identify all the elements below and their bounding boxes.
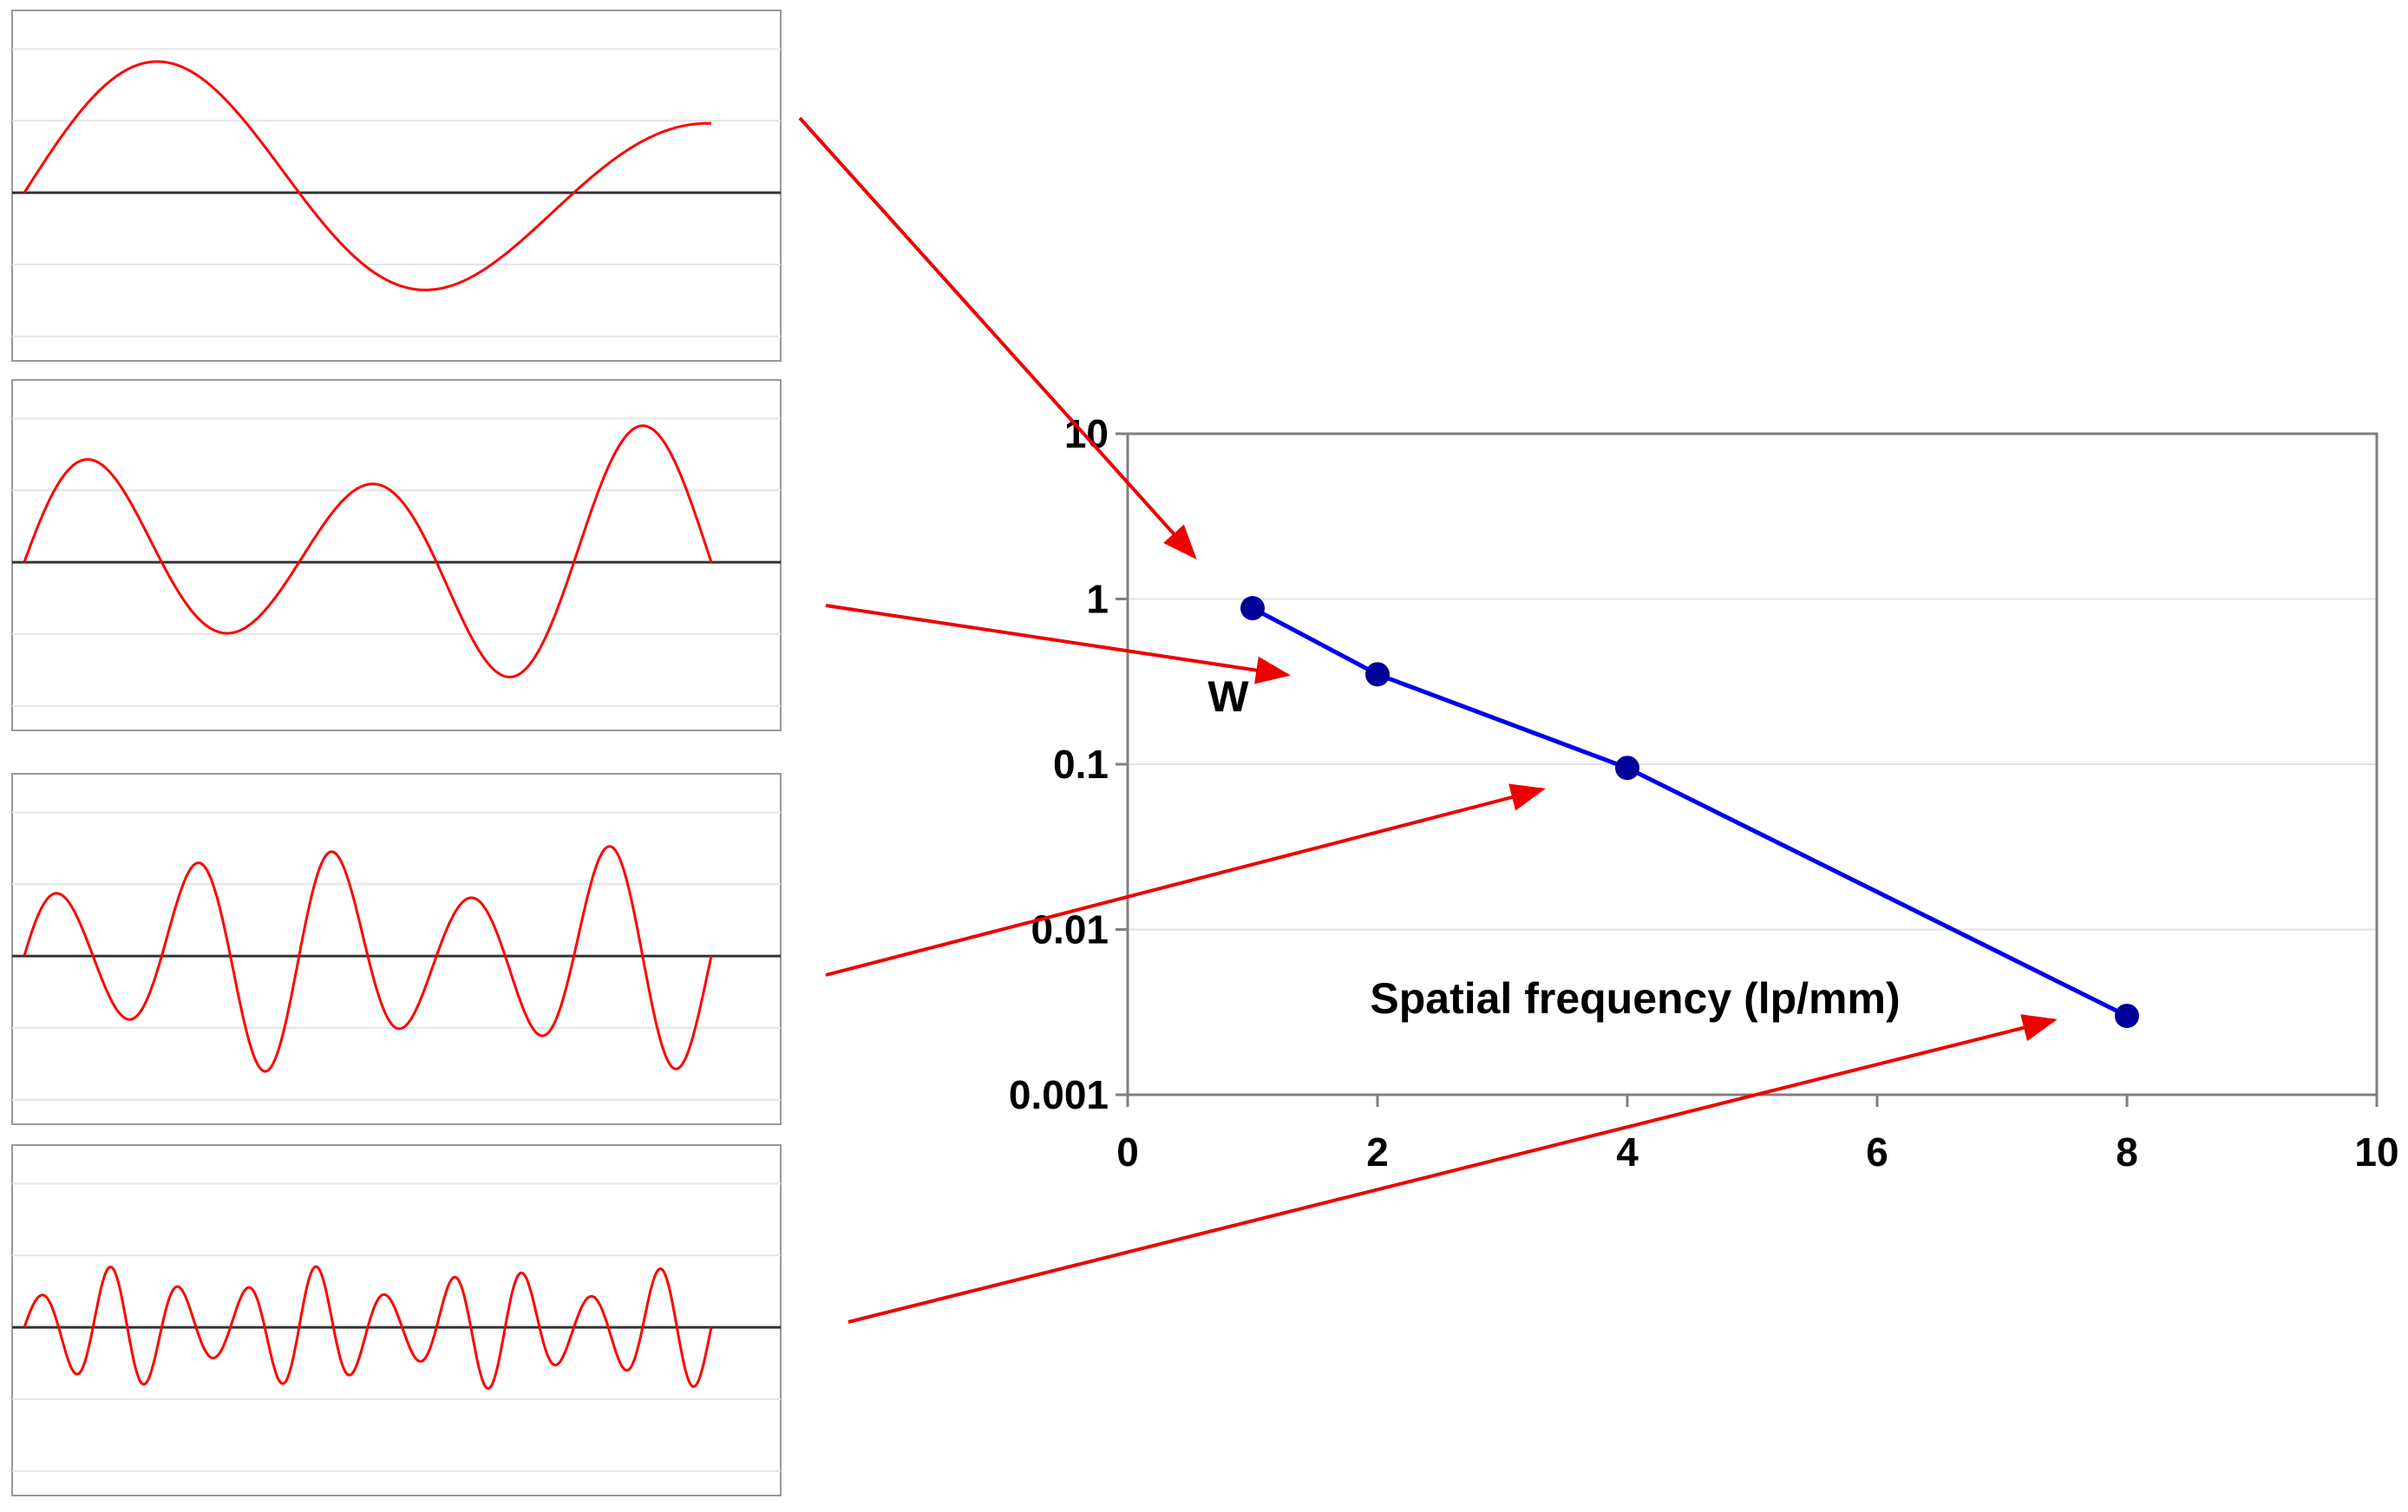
connector-arrow (825, 604, 1291, 684)
annotation-w: W (1207, 672, 1249, 721)
connector-arrow (798, 116, 1197, 560)
x-tick-label: 10 (2354, 1129, 2398, 1175)
waveform-trace (23, 845, 713, 1073)
series-line (1251, 605, 2129, 1018)
waveform-trace (23, 60, 711, 291)
waveform-trace (23, 424, 713, 678)
x-tick-label: 6 (1866, 1129, 1888, 1175)
x-axis-label: Spatial frequency (lp/mm) (1370, 974, 1900, 1023)
connector-arrow (825, 783, 1546, 977)
x-tick-label: 4 (1616, 1129, 1639, 1175)
panel-frame (11, 773, 782, 1125)
waveform-panel (11, 1144, 782, 1496)
waveform-panel (11, 379, 782, 731)
x-axis-ticks: 0 2 4 6 8 10 (1116, 1095, 2399, 1175)
x-tick-label: 0 (1116, 1129, 1139, 1175)
waveform-panel (11, 773, 782, 1125)
data-point (1615, 756, 1639, 781)
series-points (1240, 596, 2139, 1029)
x-tick-label: 8 (2116, 1129, 2138, 1175)
waveform-trace (23, 1265, 713, 1391)
chart-gridlines (1128, 598, 2377, 931)
y-tick-label: 0.1 (1053, 742, 1109, 787)
data-point (1365, 662, 1390, 687)
panel-frame (11, 1144, 782, 1496)
waveform-panel (11, 10, 782, 362)
data-point (2115, 1004, 2139, 1029)
panel-frame (11, 379, 782, 731)
connector-arrow (847, 1014, 2058, 1324)
panel-frame (11, 10, 782, 362)
y-tick-label: 1 (1086, 577, 1109, 622)
y-tick-label: 0.001 (1009, 1072, 1109, 1117)
data-point (1240, 596, 1265, 621)
connector-arrows (798, 116, 2058, 1324)
waveform-panels (11, 10, 782, 1496)
y-tick-label: 0.01 (1031, 907, 1109, 952)
log-line-chart: 10 1 0.1 0.01 0.001 0 2 4 6 8 10 Spatial frequenc… (1009, 411, 2399, 1175)
x-tick-label: 2 (1366, 1129, 1389, 1175)
